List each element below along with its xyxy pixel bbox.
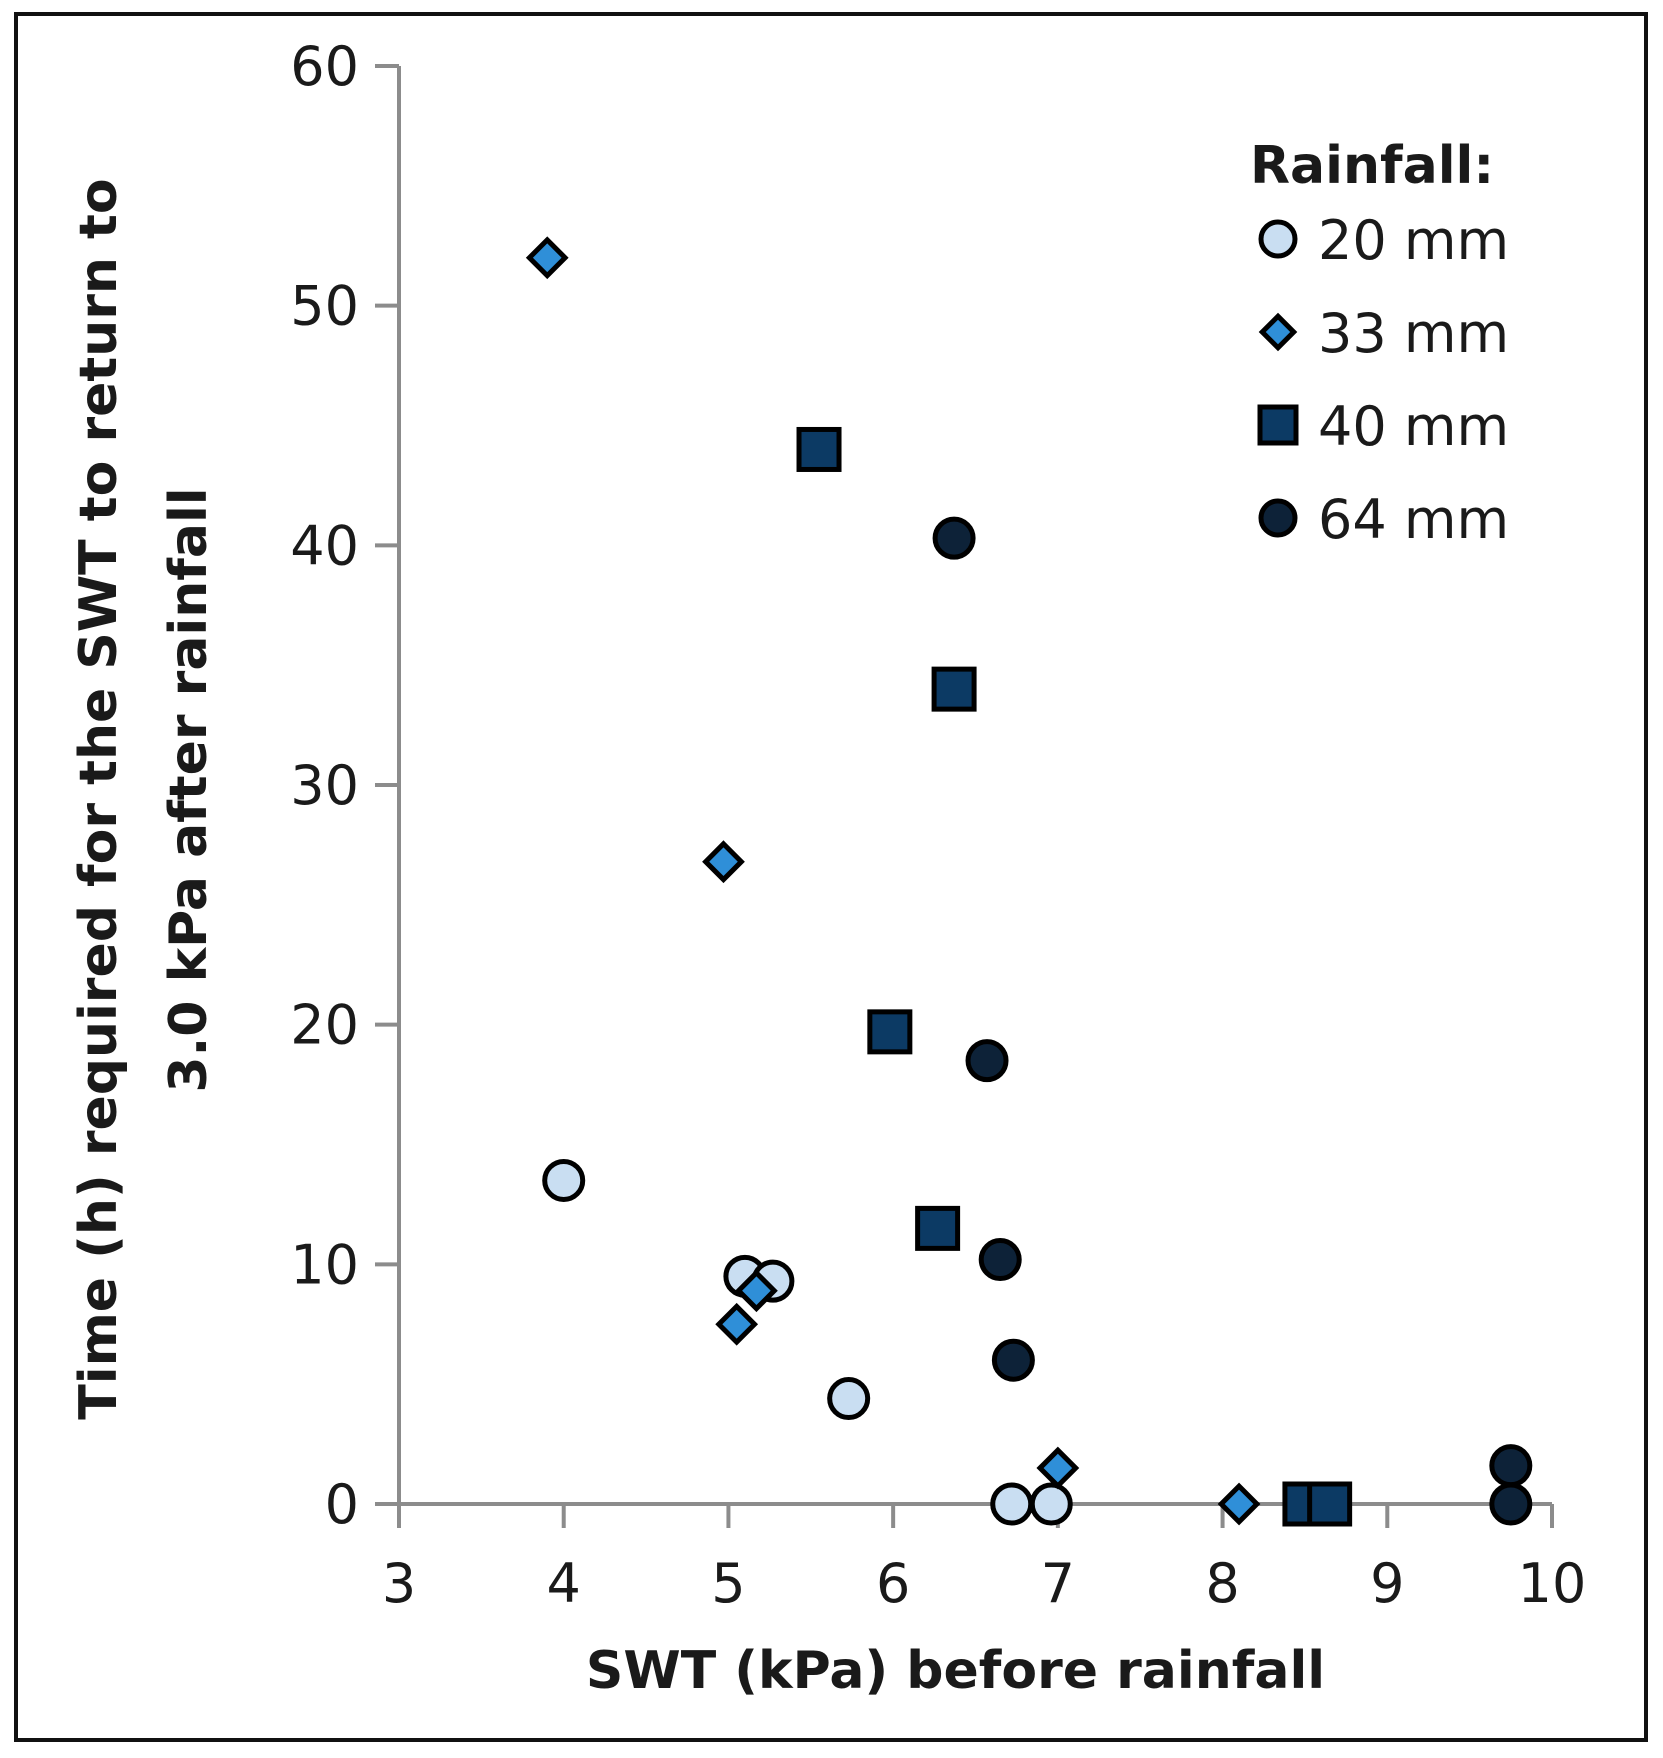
data-point — [990, 1482, 1034, 1526]
y-axis-title-line-1: Time (h) required for the SWT to return … — [69, 178, 129, 1419]
data-point — [991, 1338, 1035, 1382]
data-point — [1029, 1482, 1073, 1526]
legend-label: 40 mm — [1318, 395, 1509, 458]
data-point — [735, 1269, 778, 1313]
legend-marker — [1257, 404, 1299, 446]
data-point — [1489, 1444, 1533, 1488]
x-tick-label: 4 — [547, 1552, 581, 1615]
x-tick-label: 10 — [1518, 1552, 1587, 1615]
data-point — [1489, 1482, 1533, 1526]
data-point — [542, 1158, 586, 1202]
x-tick-label: 5 — [711, 1552, 745, 1615]
data-point — [1217, 1482, 1261, 1526]
data-point — [932, 516, 976, 560]
y-tick-label: 10 — [290, 1233, 359, 1296]
x-axis-title: SWT (kPa) before rainfall — [586, 1641, 1325, 1701]
data-point — [1036, 1446, 1080, 1490]
data-point — [1307, 1481, 1353, 1527]
data-point — [715, 1302, 759, 1346]
data-point — [915, 1205, 961, 1251]
legend-label: 33 mm — [1318, 302, 1509, 365]
data-point — [827, 1377, 871, 1421]
legend-label: 64 mm — [1318, 488, 1509, 551]
data-point — [796, 426, 842, 472]
data-points — [525, 236, 1533, 1527]
y-tick-label: 0 — [325, 1473, 359, 1536]
y-tick-label: 50 — [290, 275, 359, 338]
y-tick-label: 40 — [290, 514, 359, 577]
x-tick-label: 9 — [1370, 1552, 1404, 1615]
y-tick-label: 20 — [290, 994, 359, 1057]
legend-marker — [1258, 498, 1298, 538]
legend: Rainfall: 20 mm 33 mm 40 mm 64 mm — [1250, 136, 1509, 551]
data-point — [867, 1009, 913, 1055]
x-tick-label: 3 — [382, 1552, 416, 1615]
x-tick-label: 6 — [876, 1552, 910, 1615]
data-point — [965, 1039, 1009, 1083]
y-axis-title: Time (h) required for the SWT to return … — [69, 160, 219, 1419]
y-tick-label: 30 — [290, 754, 359, 817]
series-64-mm — [932, 516, 1533, 1526]
data-point — [931, 666, 977, 712]
data-point — [525, 236, 569, 280]
legend-marker — [1258, 312, 1298, 352]
legend-marker — [1258, 219, 1298, 259]
chart-border — [14, 12, 1648, 1742]
x-tick-label: 8 — [1205, 1552, 1239, 1615]
y-axis-title-line-2: 3.0 kPa after rainfall — [159, 487, 219, 1092]
series-33-mm — [525, 236, 1261, 1526]
data-point — [702, 840, 745, 884]
tick-labels: 0 10 20 30 40 50 60 3 4 5 6 7 8 9 10 — [290, 35, 1586, 1615]
data-point — [978, 1238, 1022, 1282]
y-tick-label: 60 — [290, 35, 359, 98]
legend-title: Rainfall: — [1250, 136, 1494, 196]
legend-label: 20 mm — [1318, 209, 1509, 272]
x-tick-label: 7 — [1041, 1552, 1075, 1615]
series-40-mm — [796, 426, 1353, 1527]
